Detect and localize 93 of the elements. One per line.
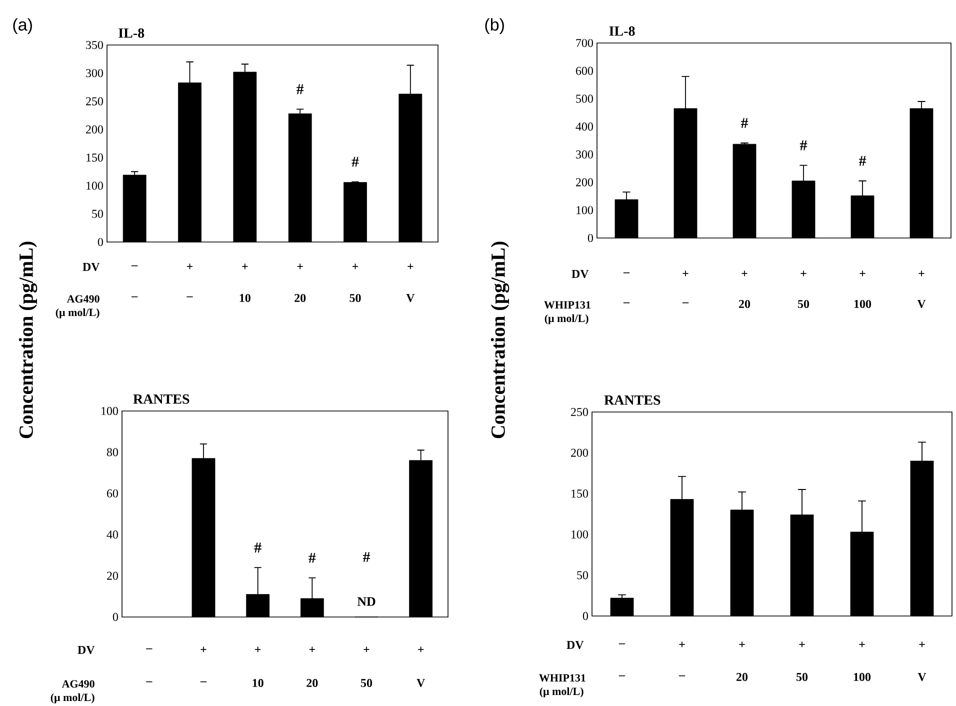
text: +: [860, 270, 866, 276]
y-tick-label: 250: [571, 408, 588, 416]
annotation: #: [352, 156, 359, 167]
x-tick-label: V: [406, 294, 415, 302]
text: +: [682, 270, 688, 276]
text: DV: [572, 270, 589, 278]
y-tick-label: 200: [576, 178, 594, 186]
annotation: #: [296, 84, 304, 94]
y-tick-label: 700: [576, 38, 594, 48]
y-axis-title: Concentration (pg/mL): [490, 242, 510, 438]
x-tick-label: V: [416, 678, 426, 688]
x-tick-label: 20: [294, 294, 306, 302]
y-tick-label: 0: [98, 238, 104, 246]
y-tick-label: 300: [86, 69, 104, 78]
y-tick-label: 80: [106, 448, 118, 456]
x-tick-label: 20: [736, 672, 748, 682]
y-tick-label: 150: [572, 490, 588, 498]
text: –: [146, 648, 152, 650]
text: DV: [566, 640, 584, 650]
text: +: [200, 646, 206, 652]
x-tick-label: 10: [240, 294, 250, 302]
x-axis-title: AG490 (μ mol/L): [56, 295, 100, 318]
text: +: [408, 264, 414, 270]
text: +: [364, 646, 370, 652]
x-tick-label: 100: [854, 300, 872, 308]
y-tick-label: 100: [576, 206, 594, 214]
text: +: [418, 646, 424, 652]
y-tick-label: 200: [86, 125, 104, 134]
x-tick-label: 50: [798, 300, 810, 308]
text: (a): [13, 18, 32, 34]
text: DV: [78, 646, 95, 654]
y-tick-label: 0: [588, 234, 594, 242]
text: DV: [82, 262, 100, 272]
text: +: [297, 264, 303, 270]
x-axis-title: WHIP131 (μ mol/L): [544, 301, 590, 324]
x-tick-label: 20: [306, 678, 318, 688]
y-tick-label: 40: [106, 530, 118, 539]
x-tick-label: 50: [350, 294, 361, 302]
chart-title: RANTES: [604, 395, 660, 405]
text: +: [309, 646, 315, 652]
text: +: [859, 642, 865, 648]
annotation: #: [254, 542, 262, 552]
text: +: [739, 642, 745, 648]
chart-title: IL-8: [118, 28, 144, 38]
y-tick-label: 100: [86, 182, 104, 190]
data-label: ND: [357, 597, 376, 606]
text: –: [132, 265, 138, 266]
y-tick-label: 200: [571, 448, 588, 457]
y-tick-label: 300: [576, 150, 594, 158]
x-tick-label: 100: [854, 672, 871, 682]
y-tick-label: 20: [107, 572, 118, 580]
text: +: [186, 264, 193, 270]
text: +: [255, 646, 261, 652]
x-tick-label: V: [918, 672, 926, 682]
y-tick-label: 350: [86, 40, 104, 50]
text: +: [800, 270, 806, 276]
annotation: #: [308, 552, 316, 563]
y-tick-label: 100: [572, 530, 588, 538]
annotation: #: [740, 118, 748, 128]
y-tick-label: 600: [576, 66, 594, 75]
y-tick-label: 400: [576, 122, 594, 131]
y-tick-label: 0: [582, 612, 588, 620]
y-tick-label: 500: [576, 94, 594, 103]
y-tick-label: 50: [577, 571, 588, 580]
annotation: #: [800, 140, 808, 150]
y-axis-title: Concentration (pg/mL): [18, 242, 38, 438]
text: –: [618, 643, 626, 644]
y-tick-label: 50: [92, 210, 104, 218]
y-tick-label: 150: [86, 154, 104, 162]
text: +: [679, 642, 685, 648]
y-tick-label: 250: [86, 97, 104, 106]
text: +: [242, 264, 248, 270]
text: +: [918, 270, 924, 276]
text: +: [742, 270, 748, 276]
chart-title: RANTES: [133, 394, 190, 404]
annotation: #: [858, 156, 866, 166]
text: +: [919, 642, 925, 648]
x-tick-label: 20: [739, 300, 750, 308]
annotation: #: [362, 552, 370, 562]
chart-title: IL-8: [609, 26, 635, 36]
x-tick-label: 50: [360, 678, 372, 688]
y-tick-label: 0: [112, 612, 118, 622]
text: (b): [485, 18, 504, 34]
x-tick-label: V: [917, 300, 926, 308]
text: +: [799, 642, 805, 648]
text: +: [352, 264, 358, 270]
y-tick-label: 100: [102, 406, 118, 416]
x-axis-title: AG490 (μ mol/L): [50, 680, 94, 704]
y-tick-label: 60: [106, 489, 118, 498]
x-tick-label: 10: [252, 678, 264, 688]
x-tick-label: 50: [796, 672, 808, 682]
x-axis-title: WHIP131 (μ mol/L): [539, 674, 586, 698]
text: –: [623, 272, 630, 274]
